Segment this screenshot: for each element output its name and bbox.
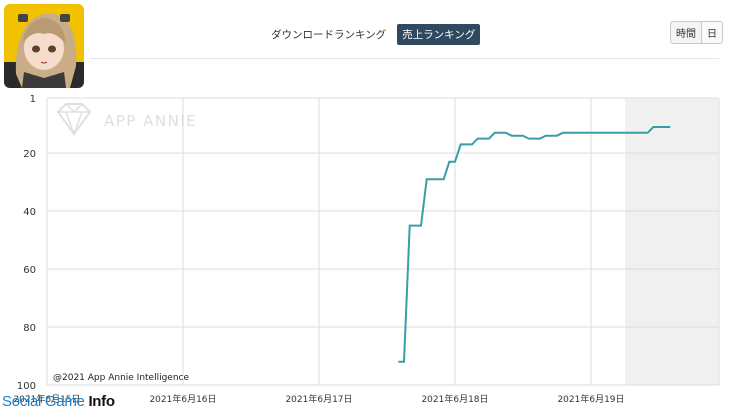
y-tick-label: 20	[23, 149, 36, 160]
site-logo: Social Game Info	[2, 393, 115, 410]
x-tick-label: 2021年6月17日	[285, 393, 352, 405]
tab-revenue-ranking[interactable]: 売上ランキング	[397, 23, 481, 45]
x-tick-label: 2021年6月15日	[13, 393, 80, 405]
grid-lines	[46, 97, 720, 386]
y-tick-label: 60	[23, 265, 36, 276]
app-annie-watermark: APP ANNIE	[56, 103, 197, 137]
hourly-button[interactable]: 時間	[676, 29, 696, 40]
granularity-toggle: 時間 日	[670, 21, 723, 44]
app-annie-logo-icon	[56, 103, 92, 137]
x-tick-label: 2021年6月18日	[421, 393, 488, 405]
tab-download-ranking[interactable]: ダウンロードランキング	[271, 28, 387, 41]
x-axis: 2021年6月15日 2021年6月16日 2021年6月17日 2021年6月18日…	[13, 393, 624, 405]
y-tick-label: 40	[23, 207, 36, 218]
header-divider	[90, 58, 719, 59]
x-tick-label: 2021年6月19日	[557, 393, 624, 405]
watermark-text: APP ANNIE	[104, 112, 197, 130]
plot-area	[47, 98, 719, 385]
x-tick-label: 2021年6月16日	[149, 393, 216, 405]
daily-button[interactable]: 日	[701, 22, 722, 43]
copyright-text: @2021 App Annie Intelligence	[53, 373, 190, 383]
ranking-tabs: ダウンロードランキング 売上ランキング	[266, 23, 481, 45]
y-tick-label: 100	[17, 381, 36, 392]
app-icon	[4, 4, 84, 88]
y-tick-label: 1	[30, 94, 36, 105]
series-line-revenue-rank	[398, 126, 671, 363]
future-shaded-region	[625, 98, 719, 385]
brand-part-2: Info	[88, 393, 115, 410]
brand-part-1: Social Game	[2, 393, 89, 410]
y-axis: 1 20 40 60 80 100	[17, 94, 36, 392]
y-tick-label: 80	[23, 323, 36, 334]
